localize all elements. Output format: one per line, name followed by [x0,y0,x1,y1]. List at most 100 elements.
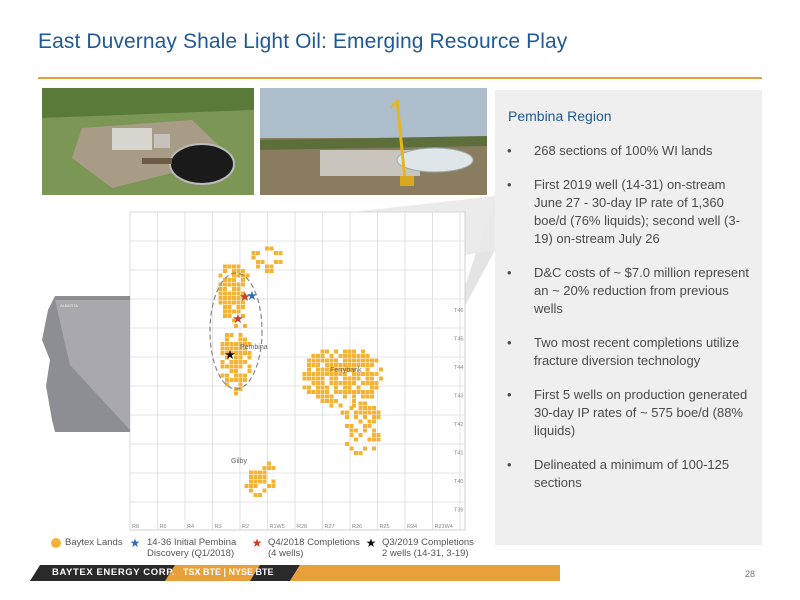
land-parcel [229,360,234,364]
land-parcel [220,360,225,364]
land-parcel [372,437,376,442]
land-parcel [249,484,253,488]
land-parcel [232,318,236,323]
land-parcel [234,364,238,369]
land-parcel [256,251,260,255]
land-parcel [363,415,367,419]
land-parcel [229,333,234,337]
land-parcel [352,403,356,408]
land-parcel [227,296,232,300]
land-parcel [223,305,227,309]
land-parcel [329,358,334,363]
land-parcel [236,269,241,273]
land-parcel [247,364,252,369]
land-parcel [365,367,370,372]
township-label: T40 [454,479,463,485]
land-parcel [320,381,325,385]
land-parcel [227,282,232,287]
land-parcel [307,367,311,372]
land-parcel [325,358,329,363]
land-parcel [343,367,347,372]
land-parcel [320,372,325,376]
land-parcel [352,390,356,394]
land-parcel [372,433,376,437]
land-parcel [238,382,243,387]
land-parcel [236,305,241,309]
township-label: T46 [454,308,463,314]
land-parcel [365,394,370,399]
land-parcel [352,354,356,358]
legend-q3-completions: Q3/2019 Completions 2 wells (14-31, 3-19) [382,537,474,559]
land-parcel [225,337,229,342]
land-parcel [223,291,227,296]
land-parcel [320,385,325,390]
range-label: R23W4 [435,524,453,530]
inset-province-label: ALBERTA [60,303,78,308]
land-parcel [320,399,325,403]
land-parcel [218,300,223,305]
land-parcel [320,367,325,372]
land-parcel [262,466,267,470]
land-parcel [379,376,383,381]
land-parcel [361,390,365,394]
land-parcel [349,406,354,410]
land-parcel [361,358,365,363]
land-parcel [349,428,354,433]
land-parcel [227,305,232,309]
land-parcel [316,354,320,358]
land-parcel [352,358,356,363]
land-parcel [234,373,238,378]
land-parcel [343,349,347,354]
land-parcel [374,385,379,390]
land-parcel [223,314,227,318]
range-label: R4 [187,524,194,530]
range-label: R28 [297,524,307,530]
land-parcel [352,394,356,399]
land-parcel [329,372,334,376]
land-parcel [354,451,358,455]
land-parcel [232,273,236,278]
land-parcel [267,461,271,466]
land-parcel [358,410,363,415]
township-label: T39 [454,508,463,514]
land-parcel [258,493,262,497]
land-parcel [334,363,338,367]
red-star-icon: ★ [239,289,251,304]
range-label: R2 [242,524,249,530]
land-parcel [370,376,374,381]
land-parcel [334,349,338,354]
land-parcel [367,419,372,424]
bullet-list: • 268 sections of 100% WI lands • First 20… [503,142,757,508]
land-parcel [363,446,367,451]
land-parcel [238,387,243,391]
land-parcel [316,372,320,376]
land-parcel [361,372,365,376]
land-parcel [316,385,320,390]
land-parcel [302,385,307,390]
land-parcel [338,354,343,358]
wellsite-photo-1 [42,88,254,195]
land-parcel [356,358,361,363]
legend-baytex-lands: Baytex Lands [65,537,123,548]
range-label: R1W5 [270,524,285,530]
land-parcel [236,309,241,314]
land-parcel [365,358,370,363]
land-parcel [253,484,258,488]
land-parcel [307,363,311,367]
land-parcel [236,264,241,269]
land-parcel [236,291,241,296]
land-parcel [356,354,361,358]
land-parcel [361,354,365,358]
land-parcel [338,367,343,372]
land-parcel [354,437,358,442]
land-parcel [249,479,253,484]
land-parcel [232,278,236,282]
land-parcel [302,376,307,381]
land-parcel [260,260,265,264]
land-parcel [363,424,367,428]
township-label: T43 [454,394,463,400]
land-parcel [343,376,347,381]
black-star-icon: ★ [366,536,377,550]
land-parcel [338,372,343,376]
land-parcel [370,363,374,367]
